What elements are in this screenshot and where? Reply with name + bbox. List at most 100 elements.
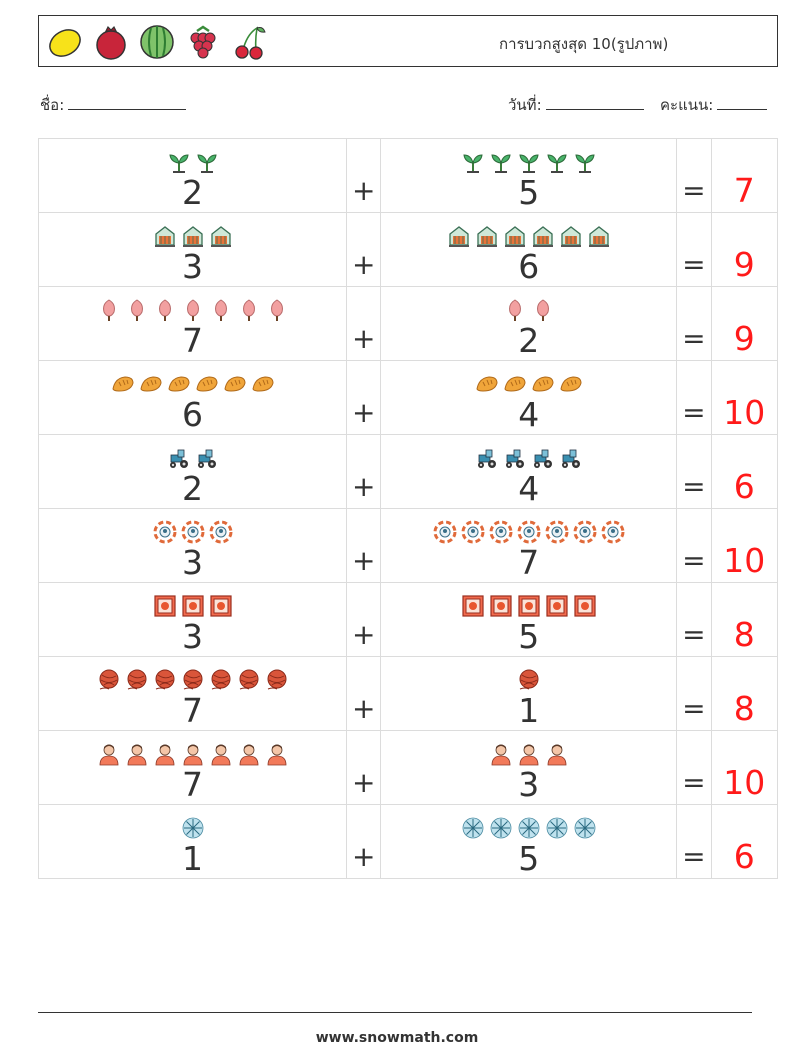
addend-b-cell: 3 xyxy=(380,730,678,805)
equals-cell: = xyxy=(676,508,712,583)
bread-icon xyxy=(252,376,274,392)
tree-icon xyxy=(536,299,549,321)
plus-sign: + xyxy=(351,692,376,725)
tractor-icon xyxy=(477,449,496,468)
problem-row: 3 +7 = 10 xyxy=(37,508,779,583)
addend-b-cell: 5 xyxy=(380,138,678,213)
equals-sign: = xyxy=(682,322,706,355)
tree-icon xyxy=(186,299,199,321)
answer-cell: 9 xyxy=(710,286,779,361)
answer: 6 xyxy=(733,837,755,876)
frame-icon xyxy=(209,595,232,617)
equals-cell: = xyxy=(676,286,712,361)
answer: 10 xyxy=(723,393,766,432)
problem-row: 3 +5 = 8 xyxy=(37,582,779,657)
plus-cell: + xyxy=(346,656,382,731)
answer: 10 xyxy=(723,763,766,802)
plus-sign: + xyxy=(351,470,376,503)
plus-sign: + xyxy=(351,248,376,281)
snowflake-icon xyxy=(462,817,484,839)
answer: 9 xyxy=(733,319,755,358)
greenhouse-icon xyxy=(532,226,553,247)
frame-icon xyxy=(181,595,204,617)
yarn-ball-icon xyxy=(267,669,287,690)
problem-row: 7 +2 = 9 xyxy=(37,286,779,361)
equals-sign: = xyxy=(682,174,706,207)
name-blank[interactable] xyxy=(68,95,187,110)
answer-cell: 8 xyxy=(710,582,779,657)
addend-a-icon-group xyxy=(111,366,275,396)
yarn-ball-icon xyxy=(99,669,119,690)
addend-a-icon-group xyxy=(153,218,233,248)
plus-sign: + xyxy=(351,544,376,577)
plus-sign: + xyxy=(351,618,376,651)
date-blank[interactable] xyxy=(545,95,644,110)
bread-icon xyxy=(112,376,134,392)
greenhouse-icon xyxy=(560,226,581,247)
tree-icon xyxy=(242,299,255,321)
person-icon xyxy=(127,744,146,766)
lifebuoy-icon xyxy=(573,520,597,544)
problem-row: 7 +1 = 8 xyxy=(37,656,779,731)
answer-cell: 10 xyxy=(710,508,779,583)
tree-icon xyxy=(158,299,171,321)
plus-cell: + xyxy=(346,804,382,879)
snowflake-icon xyxy=(546,817,568,839)
answer-cell: 9 xyxy=(710,212,779,287)
equals-sign: = xyxy=(682,248,706,281)
snowflake-icon xyxy=(574,817,596,839)
addend-b-cell: 1 xyxy=(380,656,678,731)
plus-sign: + xyxy=(351,174,376,207)
addend-a: 2 xyxy=(182,469,204,508)
person-icon xyxy=(547,744,567,766)
cherry-icon xyxy=(235,26,266,60)
frame-icon xyxy=(574,595,596,617)
plus-sign: + xyxy=(351,766,376,799)
snowflake-icon xyxy=(490,817,512,839)
bread-icon xyxy=(504,376,526,392)
tractor-icon xyxy=(533,449,552,468)
tractor-icon xyxy=(505,449,524,468)
lifebuoy-icon xyxy=(601,520,625,544)
plus-cell: + xyxy=(346,508,382,583)
problem-row: 1 +5 = 6 xyxy=(37,804,779,879)
addend-a-cell: 7 xyxy=(37,656,348,731)
equals-cell: = xyxy=(676,656,712,731)
score-blank[interactable] xyxy=(717,95,768,110)
sprout-icon xyxy=(168,154,189,173)
addend-b-icon-group xyxy=(489,736,569,766)
addend-b: 5 xyxy=(518,617,540,656)
yarn-ball-icon xyxy=(183,669,203,690)
addend-a-icon-group xyxy=(181,810,205,840)
addend-a-cell: 3 xyxy=(37,508,348,583)
addend-a: 7 xyxy=(182,765,204,804)
addend-b-cell: 5 xyxy=(380,582,678,657)
addend-a-icon-group xyxy=(167,440,219,470)
answer-cell: 6 xyxy=(710,804,779,879)
equals-sign: = xyxy=(682,618,706,651)
addend-b-icon-group xyxy=(461,144,597,174)
addend-a: 3 xyxy=(182,543,204,582)
equals-cell: = xyxy=(676,360,712,435)
name-label: ชื่อ: xyxy=(40,96,65,114)
addend-a-cell: 7 xyxy=(37,286,348,361)
lifebuoy-icon xyxy=(461,520,485,544)
lifebuoy-icon xyxy=(181,520,205,544)
addend-a-cell: 6 xyxy=(37,360,348,435)
person-icon xyxy=(211,744,230,766)
watermelon-icon xyxy=(140,25,174,59)
answer-cell: 10 xyxy=(710,730,779,805)
addend-b: 6 xyxy=(518,247,540,286)
frame-icon xyxy=(153,595,176,617)
problem-row: 2 +4 = 6 xyxy=(37,434,779,509)
frame-icon xyxy=(490,595,512,617)
sprout-icon xyxy=(463,154,483,173)
frame-icon xyxy=(462,595,484,617)
yarn-ball-icon xyxy=(127,669,147,690)
addend-a: 1 xyxy=(182,839,204,878)
addend-b-icon-group xyxy=(475,440,583,470)
greenhouse-icon xyxy=(588,226,609,247)
addend-a: 2 xyxy=(182,173,204,212)
answer: 6 xyxy=(733,467,755,506)
addend-a-icon-group xyxy=(167,144,219,174)
